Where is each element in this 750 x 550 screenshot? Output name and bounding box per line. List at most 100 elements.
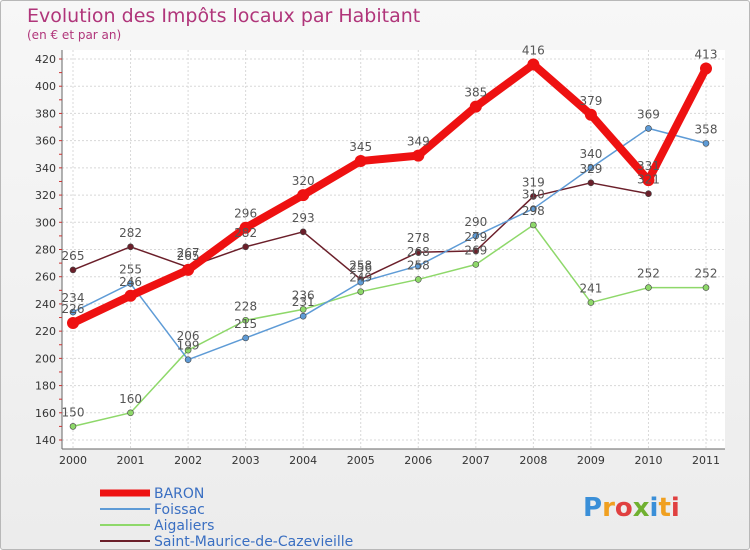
data-label: 150 bbox=[62, 405, 85, 419]
data-point bbox=[184, 356, 192, 364]
data-point bbox=[412, 149, 425, 162]
y-tick-label: 220 bbox=[35, 325, 56, 338]
data-label: 199 bbox=[177, 339, 200, 353]
y-tick-label: 400 bbox=[35, 80, 56, 93]
data-point bbox=[642, 174, 655, 187]
data-label: 268 bbox=[407, 245, 430, 259]
data-point bbox=[69, 423, 77, 430]
data-point bbox=[645, 125, 652, 132]
x-tick-label: 2000 bbox=[59, 454, 87, 467]
grid bbox=[62, 50, 725, 449]
logo-glyph: i bbox=[650, 493, 659, 523]
data-label: 246 bbox=[119, 275, 142, 289]
data-point bbox=[67, 316, 79, 329]
data-label: 206 bbox=[177, 329, 200, 343]
data-point bbox=[69, 266, 77, 274]
x-tick-label: 2009 bbox=[577, 454, 605, 467]
data-point bbox=[469, 100, 482, 113]
data-label: 293 bbox=[292, 211, 315, 225]
data-point bbox=[354, 155, 367, 168]
y-tick-label: 140 bbox=[35, 434, 56, 447]
data-point bbox=[299, 228, 307, 236]
data-label: 320 bbox=[292, 174, 315, 188]
data-point bbox=[182, 263, 195, 276]
x-tick-label: 2002 bbox=[174, 454, 202, 467]
logo-glyph: r bbox=[602, 493, 615, 523]
legend-label: BARON bbox=[154, 486, 204, 502]
y-tick-label: 200 bbox=[35, 352, 56, 365]
series-line bbox=[72, 127, 707, 361]
data-label: 267 bbox=[177, 246, 200, 260]
data-point bbox=[584, 108, 597, 121]
data-point bbox=[357, 288, 365, 295]
data-point bbox=[414, 248, 422, 256]
data-point bbox=[645, 190, 652, 198]
logo-glyph: P bbox=[583, 493, 602, 523]
legend-label: Foissac bbox=[154, 502, 205, 518]
data-point bbox=[472, 247, 480, 255]
data-label: 255 bbox=[119, 263, 142, 277]
plot-background bbox=[62, 50, 725, 449]
data-point bbox=[702, 140, 710, 147]
data-point bbox=[299, 306, 307, 313]
data-label: 385 bbox=[464, 86, 487, 100]
data-point bbox=[127, 280, 134, 287]
data-point bbox=[702, 284, 710, 291]
legend: BARONFoissacAigaliersSaint-Maurice-de-Ca… bbox=[100, 486, 353, 550]
data-label: 258 bbox=[407, 258, 430, 272]
y-tick-label: 260 bbox=[35, 271, 56, 284]
logo-glyph: o bbox=[615, 493, 633, 523]
data-point bbox=[700, 62, 712, 75]
data-point bbox=[527, 58, 540, 71]
x-tick-label: 2010 bbox=[634, 454, 662, 467]
legend-label: Aigaliers bbox=[154, 518, 214, 534]
data-labels: 226 246 265 296 320 345 349 385 416 379 331 413 234 2… bbox=[62, 43, 718, 419]
data-label: 278 bbox=[407, 231, 430, 245]
data-label: 265 bbox=[62, 249, 85, 263]
series-area bbox=[67, 58, 712, 430]
data-label: 241 bbox=[579, 282, 602, 296]
x-tick-label: 2001 bbox=[117, 454, 145, 467]
data-point bbox=[242, 334, 249, 342]
x-tick-label: 2003 bbox=[232, 454, 260, 467]
data-label: 160 bbox=[119, 392, 142, 406]
data-label: 252 bbox=[695, 267, 718, 281]
y-tick-label: 180 bbox=[35, 380, 56, 393]
data-point bbox=[530, 221, 537, 229]
data-point bbox=[127, 243, 134, 251]
data-label: 249 bbox=[349, 271, 372, 285]
data-point bbox=[472, 232, 480, 240]
data-point bbox=[124, 289, 137, 302]
data-label: 282 bbox=[234, 226, 257, 240]
x-tick-label: 2011 bbox=[692, 454, 720, 467]
y-tick-label: 160 bbox=[35, 407, 56, 420]
data-point bbox=[239, 221, 252, 234]
data-point bbox=[414, 276, 422, 283]
data-label: 340 bbox=[579, 147, 602, 161]
data-label: 349 bbox=[407, 135, 430, 149]
x-tick-label: 2008 bbox=[519, 454, 547, 467]
x-tick-label: 2007 bbox=[462, 454, 490, 467]
y-tick-label: 300 bbox=[35, 216, 56, 229]
data-point bbox=[645, 284, 652, 291]
chart-title: Evolution des Impôts locaux par Habitant bbox=[27, 5, 420, 27]
data-point bbox=[299, 312, 307, 320]
data-label: 228 bbox=[234, 299, 257, 313]
data-point bbox=[242, 316, 249, 324]
legend-label: Saint-Maurice-de-Cazevieille bbox=[154, 534, 353, 550]
data-point bbox=[69, 308, 77, 316]
data-label: 279 bbox=[464, 230, 487, 244]
data-point bbox=[127, 409, 134, 417]
logo-glyph: t bbox=[658, 493, 670, 523]
data-label: 215 bbox=[234, 317, 257, 331]
data-label: 379 bbox=[579, 94, 602, 108]
logo-glyph: i bbox=[671, 493, 680, 523]
data-label: 369 bbox=[637, 107, 660, 121]
data-label: 269 bbox=[464, 243, 487, 257]
data-label: 290 bbox=[464, 215, 487, 229]
y-tick-label: 420 bbox=[35, 53, 56, 66]
data-label: 413 bbox=[695, 48, 718, 62]
data-point bbox=[587, 164, 595, 172]
data-label: 236 bbox=[292, 288, 315, 302]
